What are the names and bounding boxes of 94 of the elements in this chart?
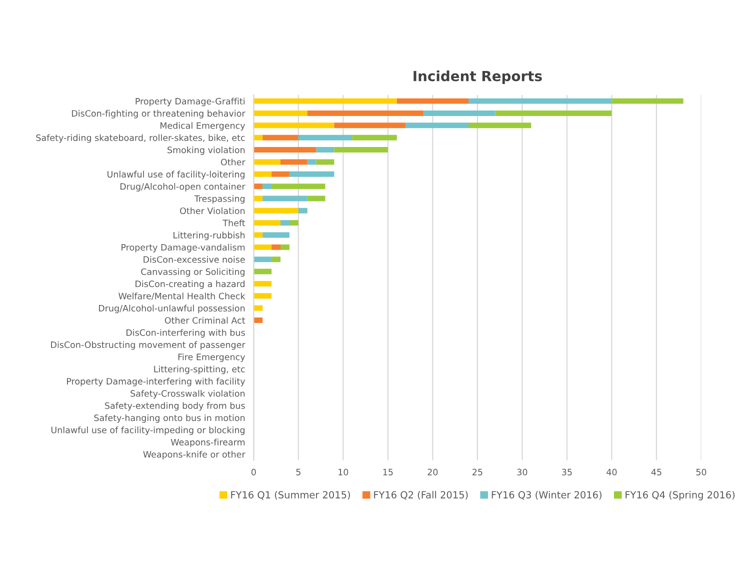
y-tick-label: Safety-Crosswalk violation xyxy=(130,390,245,398)
bar xyxy=(280,220,290,226)
y-tick-label: DisCon-fighting or threatening behavior xyxy=(72,110,246,118)
bar xyxy=(272,244,280,250)
y-tick-label: Weapons-knife or other xyxy=(143,450,246,460)
x-tick-label: 15 xyxy=(383,468,393,476)
bar xyxy=(254,147,316,153)
y-tick-label: Safety-riding skateboard, roller-skates, bike, etc xyxy=(36,134,245,143)
bar xyxy=(352,134,397,140)
bar xyxy=(254,110,308,116)
y-tick-label: Theft xyxy=(222,220,246,226)
legend-label: FY16 Q4 (Spring 2016) xyxy=(626,490,735,500)
legend-label: FY16 Q1 (Summer 2015) xyxy=(231,490,350,500)
bar xyxy=(334,122,406,128)
y-tick-label: Fire Emergency xyxy=(178,353,246,362)
legend-label: FY16 Q3 (Winter 2016) xyxy=(492,490,602,500)
bar xyxy=(289,171,334,177)
bar xyxy=(280,159,308,165)
y-tick-label: Trespassing xyxy=(194,195,245,204)
bar xyxy=(307,159,316,165)
bar xyxy=(254,244,272,250)
bar xyxy=(424,110,496,116)
bar xyxy=(254,208,298,214)
bar xyxy=(468,98,612,104)
bar xyxy=(254,159,280,165)
x-tick-label: 30 xyxy=(517,468,528,476)
y-tick-label: Other Violation xyxy=(180,207,245,214)
y-tick-label: Weapons-firearm xyxy=(170,438,245,448)
y-tick-label: Property Damage-vandalism xyxy=(122,244,245,252)
y-tick-label: Unlawful use of facility-impeding or blocking xyxy=(51,426,245,435)
x-tick-label: 50 xyxy=(696,468,706,476)
bar xyxy=(307,110,424,116)
bar xyxy=(307,196,326,202)
bar xyxy=(254,171,272,177)
bar xyxy=(254,268,272,274)
bar xyxy=(254,293,272,299)
bar xyxy=(262,184,272,190)
bar xyxy=(254,184,263,190)
bar xyxy=(254,122,334,128)
y-tick-label: Safety-hanging onto bus in motion xyxy=(94,414,245,423)
bar xyxy=(262,232,290,238)
bar xyxy=(254,98,397,104)
y-tick-label: Littering-rubbish xyxy=(174,232,245,240)
bar xyxy=(262,134,298,140)
chart-title: Incident Reports xyxy=(414,70,542,84)
bar xyxy=(406,122,468,128)
y-tick-label: Welfare/Mental Health Check xyxy=(118,292,246,300)
x-tick-label: 0 xyxy=(251,468,256,476)
y-tick-label: DisCon-Obstructing movement of passenger xyxy=(51,341,246,350)
bar xyxy=(468,122,532,128)
bar xyxy=(280,244,290,250)
bar xyxy=(316,159,334,165)
y-tick-label: Littering-spitting, etc xyxy=(154,366,245,374)
y-tick-label: Safety-extending body from bus xyxy=(105,402,245,411)
bar xyxy=(289,220,298,226)
y-tick-label: DisCon-excessive noise xyxy=(144,256,245,263)
y-tick-label: Property Damage-Graffiti xyxy=(136,98,244,106)
x-tick-label: 25 xyxy=(472,468,482,476)
y-tick-label: Other xyxy=(220,158,246,166)
legend-label: FY16 Q2 (Fall 2015) xyxy=(374,490,468,500)
y-tick-label: DisCon-interfering with bus xyxy=(126,329,245,338)
y-tick-label: DisCon-creating a hazard xyxy=(136,280,245,289)
x-tick-label: 45 xyxy=(651,468,662,476)
bar xyxy=(396,98,468,104)
bar xyxy=(254,280,272,286)
y-tick-label: Property Damage-interfering with facility xyxy=(67,378,246,386)
bar xyxy=(254,305,263,311)
bar xyxy=(495,110,612,116)
bar xyxy=(298,208,308,214)
bar xyxy=(612,98,684,104)
bar xyxy=(316,147,334,153)
y-tick-label: Other Criminal Act xyxy=(164,316,246,324)
y-tick-label: Smoking violation xyxy=(168,146,245,155)
bar xyxy=(334,147,388,153)
y-tick-label: Unlawful use of facility-loitering xyxy=(108,170,245,180)
x-tick-label: 20 xyxy=(428,468,438,476)
y-tick-label: Canvassing or Soliciting xyxy=(141,268,245,277)
y-tick-label: Medical Emergency xyxy=(160,122,246,131)
bar xyxy=(272,184,326,190)
bar xyxy=(254,318,263,323)
bar xyxy=(254,256,272,262)
bar xyxy=(298,134,352,140)
x-tick-label: 40 xyxy=(606,468,617,476)
bar xyxy=(262,196,308,202)
y-tick-label: Drug/Alcohol-unlawful possession xyxy=(98,304,245,314)
bar xyxy=(254,196,263,202)
x-tick-label: 5 xyxy=(296,468,300,476)
x-tick-label: 35 xyxy=(562,468,572,476)
bar xyxy=(254,220,280,226)
y-tick-label: Drug/Alcohol-open container xyxy=(120,182,246,192)
bar xyxy=(272,256,280,262)
bar xyxy=(272,171,290,177)
x-tick-label: 10 xyxy=(338,468,348,476)
bar xyxy=(254,134,263,140)
